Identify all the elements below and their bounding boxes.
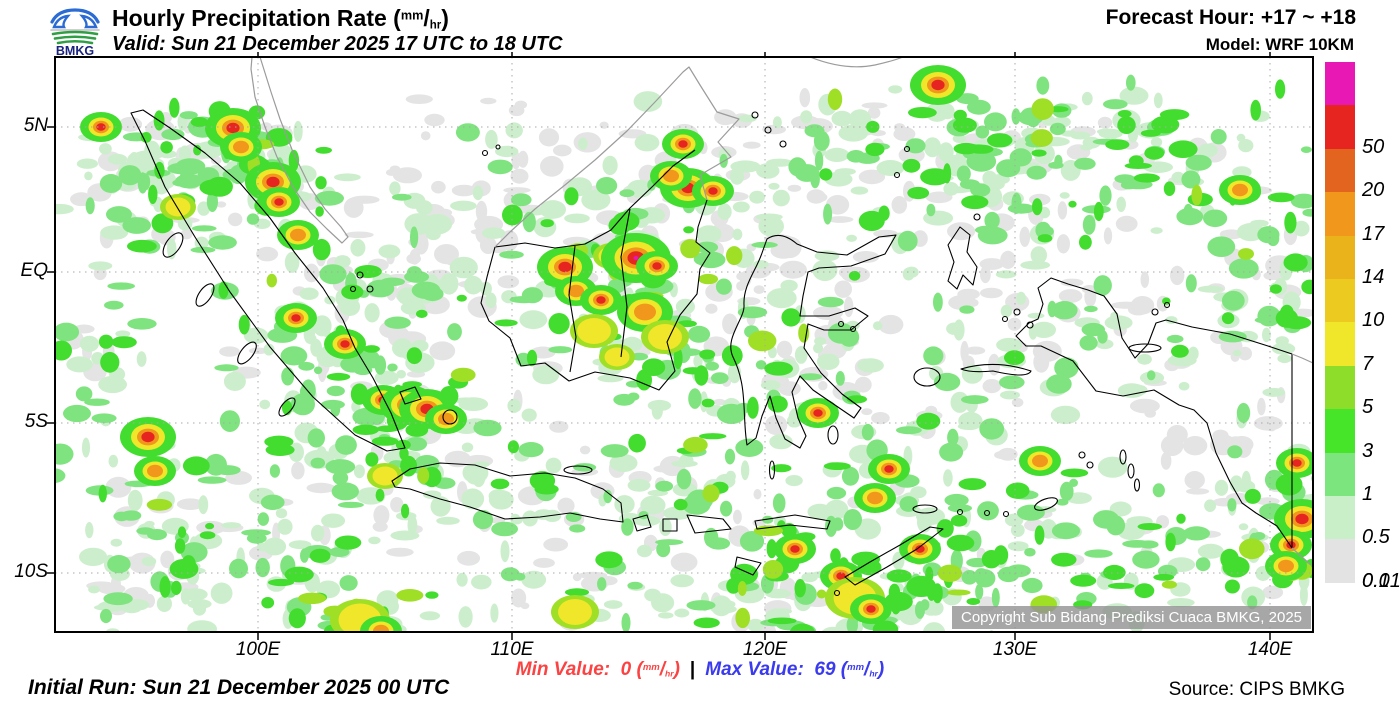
legend-color-box bbox=[1325, 496, 1355, 540]
legend-value-label: 14 bbox=[1362, 266, 1385, 288]
legend-color-box bbox=[1325, 105, 1355, 149]
legend-color-box bbox=[1325, 279, 1355, 323]
lat-label: 5S bbox=[24, 411, 48, 432]
legend-value-label: 1 bbox=[1362, 483, 1374, 505]
legend-color-box bbox=[1325, 409, 1355, 453]
legend-value-label: 5 bbox=[1362, 396, 1374, 419]
map-area bbox=[47, 52, 1314, 640]
minmax-line: Min Value: 0 (mm/hr) | Max Value: 69 (mm/h… bbox=[0, 659, 1400, 681]
bmkg-logo-text: BMKG bbox=[56, 44, 94, 57]
legend-color-box bbox=[1325, 365, 1355, 410]
max-unit: (mm/hr) bbox=[840, 659, 885, 680]
legend-color-box bbox=[1325, 148, 1355, 193]
source-label: Source: CIPS BMKG bbox=[1168, 679, 1345, 700]
legend-value-label: 10 bbox=[1362, 309, 1385, 332]
legend-color-box bbox=[1325, 192, 1355, 236]
legend-scale: 50 20 17 14 10 7 5 3 1 0.5 0.1 0.01 bbox=[1325, 62, 1400, 602]
legend-value-label: 0.01 bbox=[1362, 569, 1400, 592]
lon-label: 130E bbox=[992, 639, 1038, 660]
max-value: 69 bbox=[814, 659, 836, 680]
valid-time-line: Valid: Sun 21 December 2025 17 UTC to 18… bbox=[112, 33, 563, 55]
legend-color-box bbox=[1325, 452, 1355, 496]
legend-color-box bbox=[1325, 235, 1355, 279]
page-title: Hourly Precipitation Rate (mm/hr) bbox=[112, 5, 449, 32]
legend-value-label: 50 bbox=[1362, 135, 1385, 158]
min-value: 0 bbox=[620, 659, 632, 680]
legend-value-label: 0.1 bbox=[1362, 569, 1390, 592]
model-label: Model: WRF 10KM bbox=[1205, 35, 1354, 54]
minmax-separator: | bbox=[689, 659, 696, 680]
map-canvas bbox=[47, 52, 1314, 640]
max-value-label: Max Value: 69 (mm/hr) bbox=[705, 659, 885, 680]
coastlines-indonesia bbox=[130, 109, 1293, 597]
min-unit: (mm/hr) bbox=[636, 659, 680, 680]
precipitation-hotspots bbox=[80, 65, 1313, 632]
initial-run-label: Initial Run: Sun 21 December 2025 00 UTC bbox=[28, 676, 450, 699]
title-unit: (mm/hr) bbox=[393, 5, 449, 32]
map-frame bbox=[47, 52, 1314, 640]
legend-color-box bbox=[1325, 322, 1355, 366]
lon-label: 120E bbox=[742, 639, 788, 660]
precipitation-field bbox=[55, 74, 1313, 632]
axis-ticks bbox=[47, 52, 1271, 640]
copyright-overlay: Copyright Sub Bidang Prediksi Cuaca BMKG… bbox=[951, 606, 1311, 629]
legend-color-box bbox=[1325, 62, 1355, 106]
legend-color-box bbox=[1325, 539, 1355, 583]
lat-label: 10S bbox=[14, 561, 48, 582]
forecast-hour-label: Forecast Hour: +17 ~ +18 bbox=[1105, 6, 1356, 29]
legend-value-label: 17 bbox=[1362, 222, 1385, 245]
legend-value-label: 3 bbox=[1362, 439, 1374, 462]
bmkg-logo: BMKG bbox=[50, 8, 100, 57]
lon-label: 110E bbox=[490, 639, 534, 660]
min-value-label: Min Value: 0 (mm/hr) bbox=[515, 659, 680, 680]
legend-value-label: 0.5 bbox=[1362, 526, 1390, 549]
legend-value-label: 20 bbox=[1362, 179, 1385, 202]
lat-label: 5N bbox=[23, 115, 48, 136]
coastlines-foreign bbox=[250, 57, 1313, 566]
legend-value-label: 7 bbox=[1362, 352, 1374, 375]
lat-label: EQ bbox=[20, 260, 48, 281]
lon-label: 100E bbox=[235, 639, 281, 660]
lon-label: 140E bbox=[1247, 639, 1293, 660]
